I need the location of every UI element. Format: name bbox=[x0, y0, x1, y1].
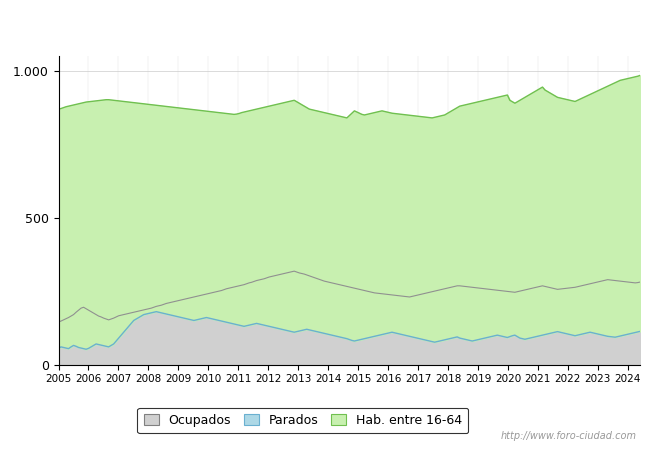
Text: http://www.foro-ciudad.com: http://www.foro-ciudad.com bbox=[501, 431, 637, 441]
Legend: Ocupados, Parados, Hab. entre 16-64: Ocupados, Parados, Hab. entre 16-64 bbox=[137, 408, 468, 433]
Text: Mahora - Evolucion de la poblacion en edad de Trabajar Mayo de 2024: Mahora - Evolucion de la poblacion en ed… bbox=[90, 17, 560, 30]
